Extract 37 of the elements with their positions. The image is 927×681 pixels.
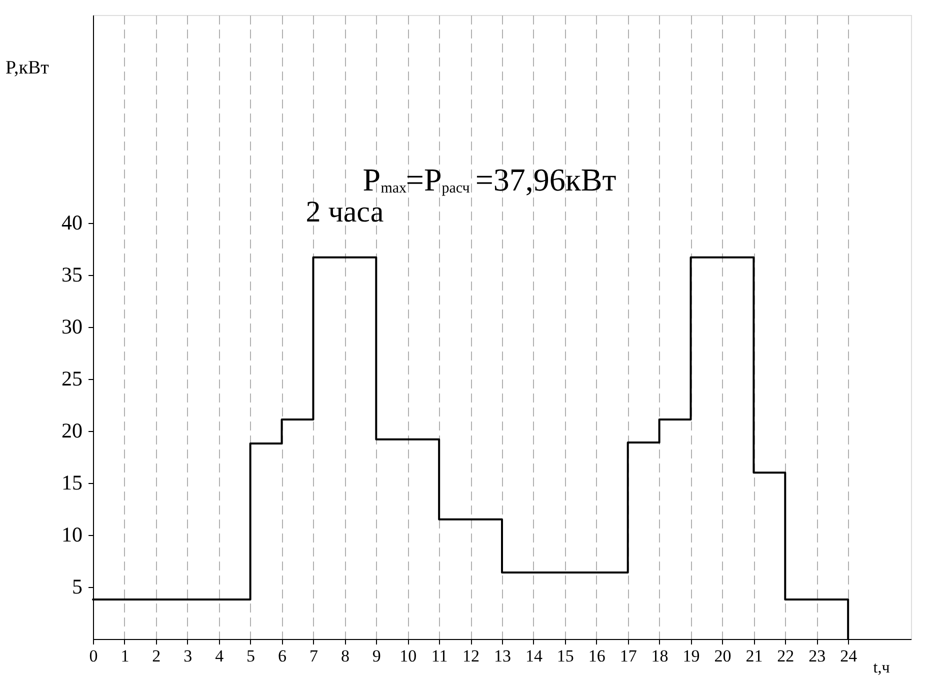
x-tick-label: 18 [651,646,668,666]
x-tick-label: 24 [840,646,858,666]
x-tick-label: 1 [120,646,130,666]
x-tick-label: 17 [620,646,638,666]
x-tick-label: 12 [462,646,480,666]
x-tick-label: 6 [278,646,287,666]
x-tick-label: 22 [777,646,794,666]
x-tick-label: 23 [808,646,826,666]
y-tick-label: 5 [72,574,82,598]
y-tick-label: 30 [62,314,82,338]
x-tick-label: 0 [89,646,98,666]
x-tick-label: 10 [400,646,417,666]
annotation: Pmax=Pрасч=37,96кВт [362,161,616,198]
x-tick-label: 4 [215,646,224,666]
x-tick-label: 3 [184,646,192,666]
y-tick-label: 15 [62,470,82,494]
x-tick-label: 21 [746,646,763,666]
y-tick-label: 20 [62,418,82,442]
y-tick-label: 25 [62,366,82,390]
x-tick-label: 13 [494,646,511,666]
x-tick-label: 7 [309,646,318,666]
x-tick-label: 9 [372,646,381,666]
y-tick-label: 35 [62,262,82,286]
x-tick-label: 8 [340,646,350,666]
x-tick-label: 11 [431,646,448,666]
y-tick-label: 10 [62,522,82,546]
x-tick-label: 2 [152,646,161,666]
x-tick-label: 14 [525,646,543,666]
y-tick-label: 40 [62,210,82,234]
x-tick-label: 5 [246,646,256,666]
x-tick-label: 16 [588,646,606,666]
x-tick-label: 20 [714,646,732,666]
x-tick-label: 15 [556,646,574,666]
x-tick-label: 19 [682,646,700,666]
annotation: 2 часа [306,195,384,228]
x-axis-title: t,ч [873,660,890,676]
y-axis-title: P,кВт [6,58,50,78]
